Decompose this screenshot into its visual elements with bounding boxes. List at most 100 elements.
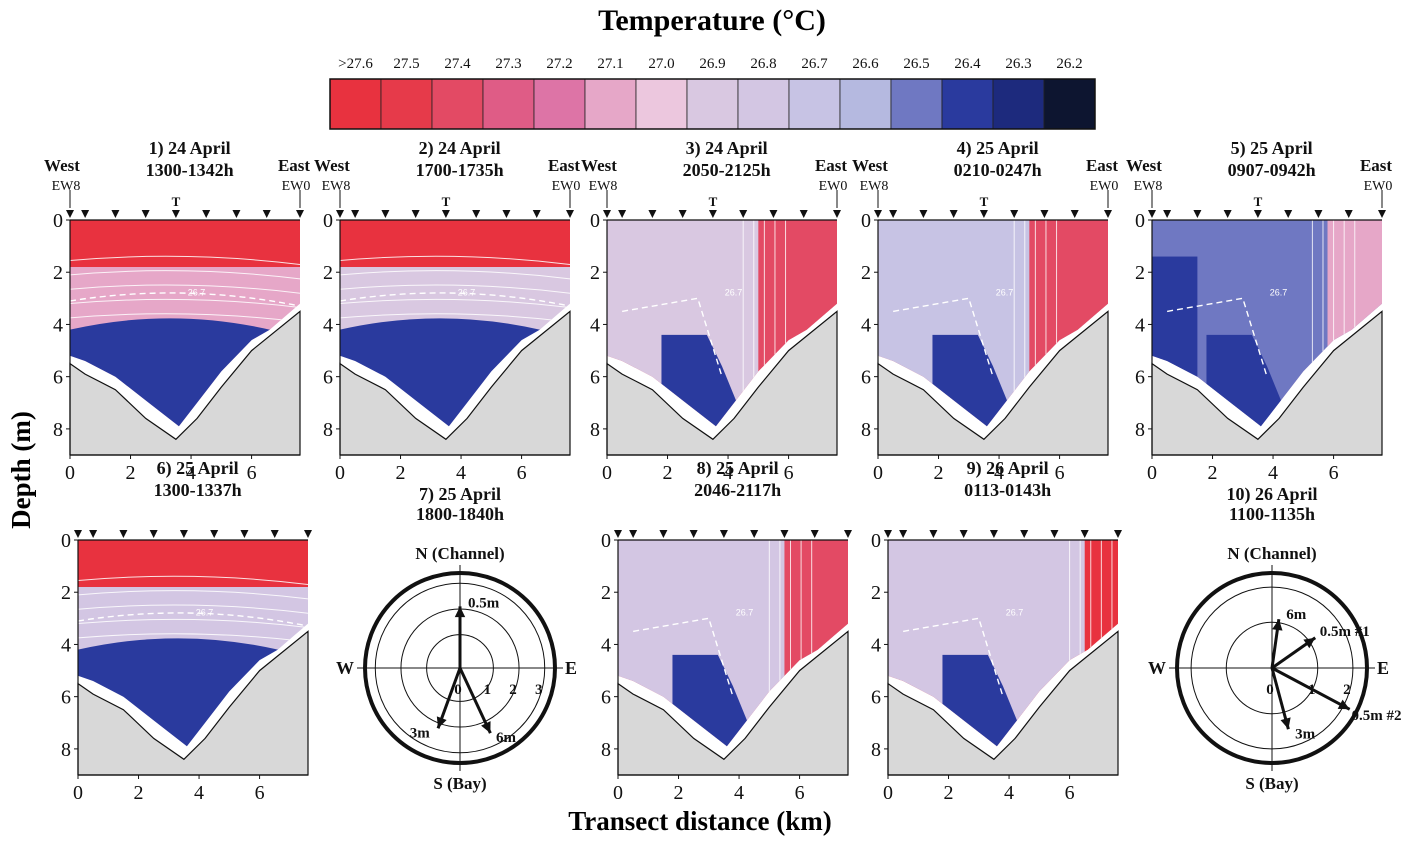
- station-marker: [411, 210, 420, 218]
- y-tick-label: 8: [601, 739, 611, 761]
- station-marker: [739, 210, 748, 218]
- y-tick-label: 4: [53, 314, 63, 336]
- isotherm: [78, 604, 308, 614]
- vector-label: 3m: [1295, 726, 1316, 742]
- station-marker: [708, 210, 717, 218]
- y-tick-label: 8: [323, 419, 333, 441]
- x-tick-label: 4: [1268, 462, 1278, 484]
- vector-label: 3m: [410, 725, 431, 741]
- colorbar-label: 27.5: [393, 56, 419, 72]
- colorbar-label: 27.1: [597, 56, 623, 72]
- station-marker: [304, 530, 312, 538]
- x-tick-label: 0: [335, 462, 345, 484]
- x-tick-label: 6: [795, 782, 805, 804]
- colorbar-swatch: [584, 78, 637, 130]
- west-label: West: [581, 156, 617, 175]
- y-tick-label: 6: [61, 687, 71, 709]
- x-tick-label: 4: [734, 782, 744, 804]
- y-tick-label: 0: [871, 530, 881, 552]
- y-tick-label: 6: [861, 367, 871, 389]
- station-marker: [750, 530, 759, 538]
- colorbar: >27.6 27.5 27.4 27.3 27.2 27.1 27.0 26.9 26.8 26.…: [329, 56, 1096, 130]
- station-marker: [899, 530, 908, 538]
- x-tick-label: 0: [883, 782, 893, 804]
- station-marker: [979, 210, 988, 218]
- station-marker: [1223, 210, 1232, 218]
- x-tick-label: 0: [73, 782, 83, 804]
- station-marker: [74, 530, 82, 538]
- station-marker: [1020, 530, 1029, 538]
- contour-label: 26.7: [736, 608, 754, 618]
- colorbar-label: 26.2: [1056, 56, 1082, 72]
- vector-arrowhead: [1272, 619, 1283, 631]
- west-label: West: [44, 156, 80, 175]
- y-tick-label: 6: [323, 367, 333, 389]
- station-marker: [171, 210, 180, 218]
- x-tick-label: 0: [602, 462, 612, 484]
- station-marker: [989, 530, 998, 538]
- isotherm: [70, 313, 300, 323]
- station-marker: [502, 210, 511, 218]
- y-tick-label: 6: [590, 367, 600, 389]
- x-tick-label: 2: [944, 782, 954, 804]
- station-marker: [799, 210, 808, 218]
- y-tick-label: 6: [1135, 367, 1145, 389]
- panel-time: 2046-2117h: [694, 480, 781, 500]
- station-marker: [270, 530, 279, 538]
- y-tick-label: 6: [871, 687, 881, 709]
- west-station-label: EW8: [52, 179, 81, 194]
- contour-label: 26.7: [188, 288, 206, 298]
- y-tick-label: 6: [53, 367, 63, 389]
- east-station-label: EW0: [1364, 179, 1393, 194]
- surface-layer: [78, 540, 308, 587]
- x-tick-label: 0: [65, 462, 75, 484]
- isotherm-dashed: [340, 292, 570, 307]
- y-tick-label: 6: [601, 687, 611, 709]
- east-station-label: EW0: [282, 179, 311, 194]
- current-vector: [458, 667, 492, 734]
- station-marker: [111, 210, 120, 218]
- isotherm: [340, 284, 570, 294]
- colorbar-label: 26.8: [750, 56, 776, 72]
- colorbar-label: >27.6: [338, 56, 373, 72]
- rose-west-label: W: [336, 658, 354, 678]
- isotherm: [78, 633, 308, 643]
- rose-north-label: N (Channel): [1227, 544, 1316, 563]
- station-marker: [769, 210, 778, 218]
- station-t-label: T: [442, 194, 451, 209]
- contour-label: 26.7: [1270, 288, 1288, 298]
- y-tick-label: 2: [861, 262, 871, 284]
- station-marker: [889, 210, 898, 218]
- station-marker: [381, 210, 390, 218]
- station-marker: [232, 210, 241, 218]
- x-tick-label: 6: [517, 462, 527, 484]
- y-tick-label: 8: [61, 739, 71, 761]
- colorbar-swatch: [329, 78, 382, 130]
- west-station-label: EW8: [1134, 179, 1163, 194]
- y-axis-label: Depth (m): [6, 411, 36, 529]
- panel-time: 0210-0247h: [954, 160, 1042, 180]
- station-t-label: T: [1254, 194, 1263, 209]
- station-marker: [351, 210, 360, 218]
- colorbar-swatch: [533, 78, 586, 130]
- y-tick-label: 0: [61, 530, 71, 552]
- y-tick-label: 0: [601, 530, 611, 552]
- isotherm-dashed: [893, 297, 994, 377]
- station-marker: [1010, 210, 1019, 218]
- x-tick-label: 4: [1004, 782, 1014, 804]
- transect-panel: 26.7 T West EW8 East EW0 3) 24 April2050-2125h…: [581, 138, 847, 484]
- isotherm: [78, 590, 308, 600]
- rose-east-label: E: [565, 658, 577, 678]
- vector-arrowhead: [1337, 699, 1350, 710]
- colorbar-label: 26.3: [1005, 56, 1031, 72]
- colorbar-label: 26.4: [954, 56, 981, 72]
- isotherm: [340, 313, 570, 323]
- x-tick-label: 6: [1065, 782, 1075, 804]
- isotherm: [78, 618, 308, 629]
- rose-north-label: N (Channel): [415, 544, 504, 563]
- panel-time: 0907-0942h: [1228, 160, 1316, 180]
- y-tick-label: 2: [61, 582, 71, 604]
- vector-label: 6m: [496, 730, 517, 746]
- contour-label: 26.7: [725, 288, 743, 298]
